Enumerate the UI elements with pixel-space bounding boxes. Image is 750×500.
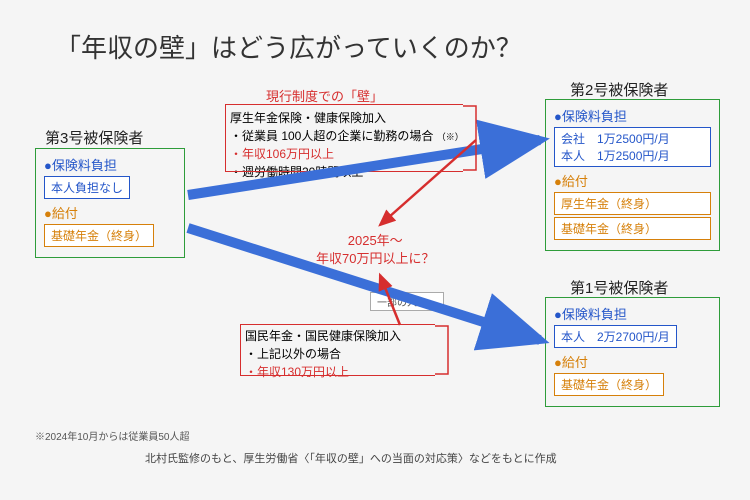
tr-head1: ●保険料負担 (554, 106, 711, 125)
left-head1: ●保険料負担 (44, 155, 176, 174)
botright-box-label: 第1号被保険者 (570, 277, 668, 298)
red-bracket-lower-right (435, 326, 448, 374)
tr-item2b: 基礎年金（終身） (554, 217, 711, 240)
footnote: ※2024年10月からは従業員50人超 (35, 428, 190, 443)
cu-title: 現行制度での「壁」 (266, 87, 464, 107)
cu-l2-wrap: ・従業員 100人超の企業に勤務の場合 （※） (230, 127, 464, 145)
botright-box: ●保険料負担 本人 2万2700円/月 ●給付 基礎年金（終身） (545, 297, 720, 407)
cu-l1: 厚生年金保険・健康保険加入 (230, 109, 464, 127)
cl-l3: ・年収130万円以上 (245, 363, 401, 381)
center-lower: 国民年金・国民健康保険加入 ・上記以外の場合 ・年収130万円以上 (245, 327, 401, 381)
left-box-label: 第3号被保険者 (45, 127, 143, 148)
page-title: 「年収の壁」はどう広がっていくのか？ (55, 28, 522, 65)
br-head2: ●給付 (554, 352, 711, 371)
topright-box-label: 第2号被保険者 (570, 79, 668, 100)
center-upper: 現行制度での「壁」 厚生年金保険・健康保険加入 ・従業員 100人超の企業に勤務… (230, 87, 464, 181)
small-label: 一部の人は… (370, 292, 444, 311)
cl-l1: 国民年金・国民健康保険加入 (245, 327, 401, 345)
tr-item1a: 会社 1万2500円/月 (561, 132, 670, 146)
credit: 北村氏監修のもと、厚生労働省〈「年収の壁」への当面の対応策〉などをもとに作成 (145, 450, 557, 466)
br-head1: ●保険料負担 (554, 304, 711, 323)
red-note-2: 年収70万円以上に？ (316, 251, 434, 266)
cu-l4: ・週労働時間20時間以上 (230, 163, 464, 181)
tr-item2a: 厚生年金（終身） (554, 192, 711, 215)
left-head2: ●給付 (44, 203, 176, 222)
red-note: 2025年～ 年収70万円以上に？ (316, 232, 434, 268)
topright-box: ●保険料負担 会社 1万2500円/月 本人 1万2500円/月 ●給付 厚生年… (545, 99, 720, 251)
br-item2: 基礎年金（終身） (554, 373, 664, 396)
left-item1: 本人負担なし (44, 176, 130, 199)
cu-l2note: （※） (437, 132, 464, 142)
left-box: ●保険料負担 本人負担なし ●給付 基礎年金（終身） (35, 148, 185, 258)
tr-item1: 会社 1万2500円/月 本人 1万2500円/月 (554, 127, 711, 167)
red-bracket-upper-right (463, 106, 476, 170)
cu-l2: ・従業員 100人超の企業に勤務の場合 (230, 129, 433, 143)
cl-l2: ・上記以外の場合 (245, 345, 401, 363)
br-item1: 本人 2万2700円/月 (554, 325, 677, 348)
tr-head2: ●給付 (554, 171, 711, 190)
cu-l3: ・年収106万円以上 (230, 145, 464, 163)
left-item2: 基礎年金（終身） (44, 224, 154, 247)
tr-item1b: 本人 1万2500円/月 (561, 149, 670, 163)
red-note-1: 2025年～ (348, 233, 403, 248)
